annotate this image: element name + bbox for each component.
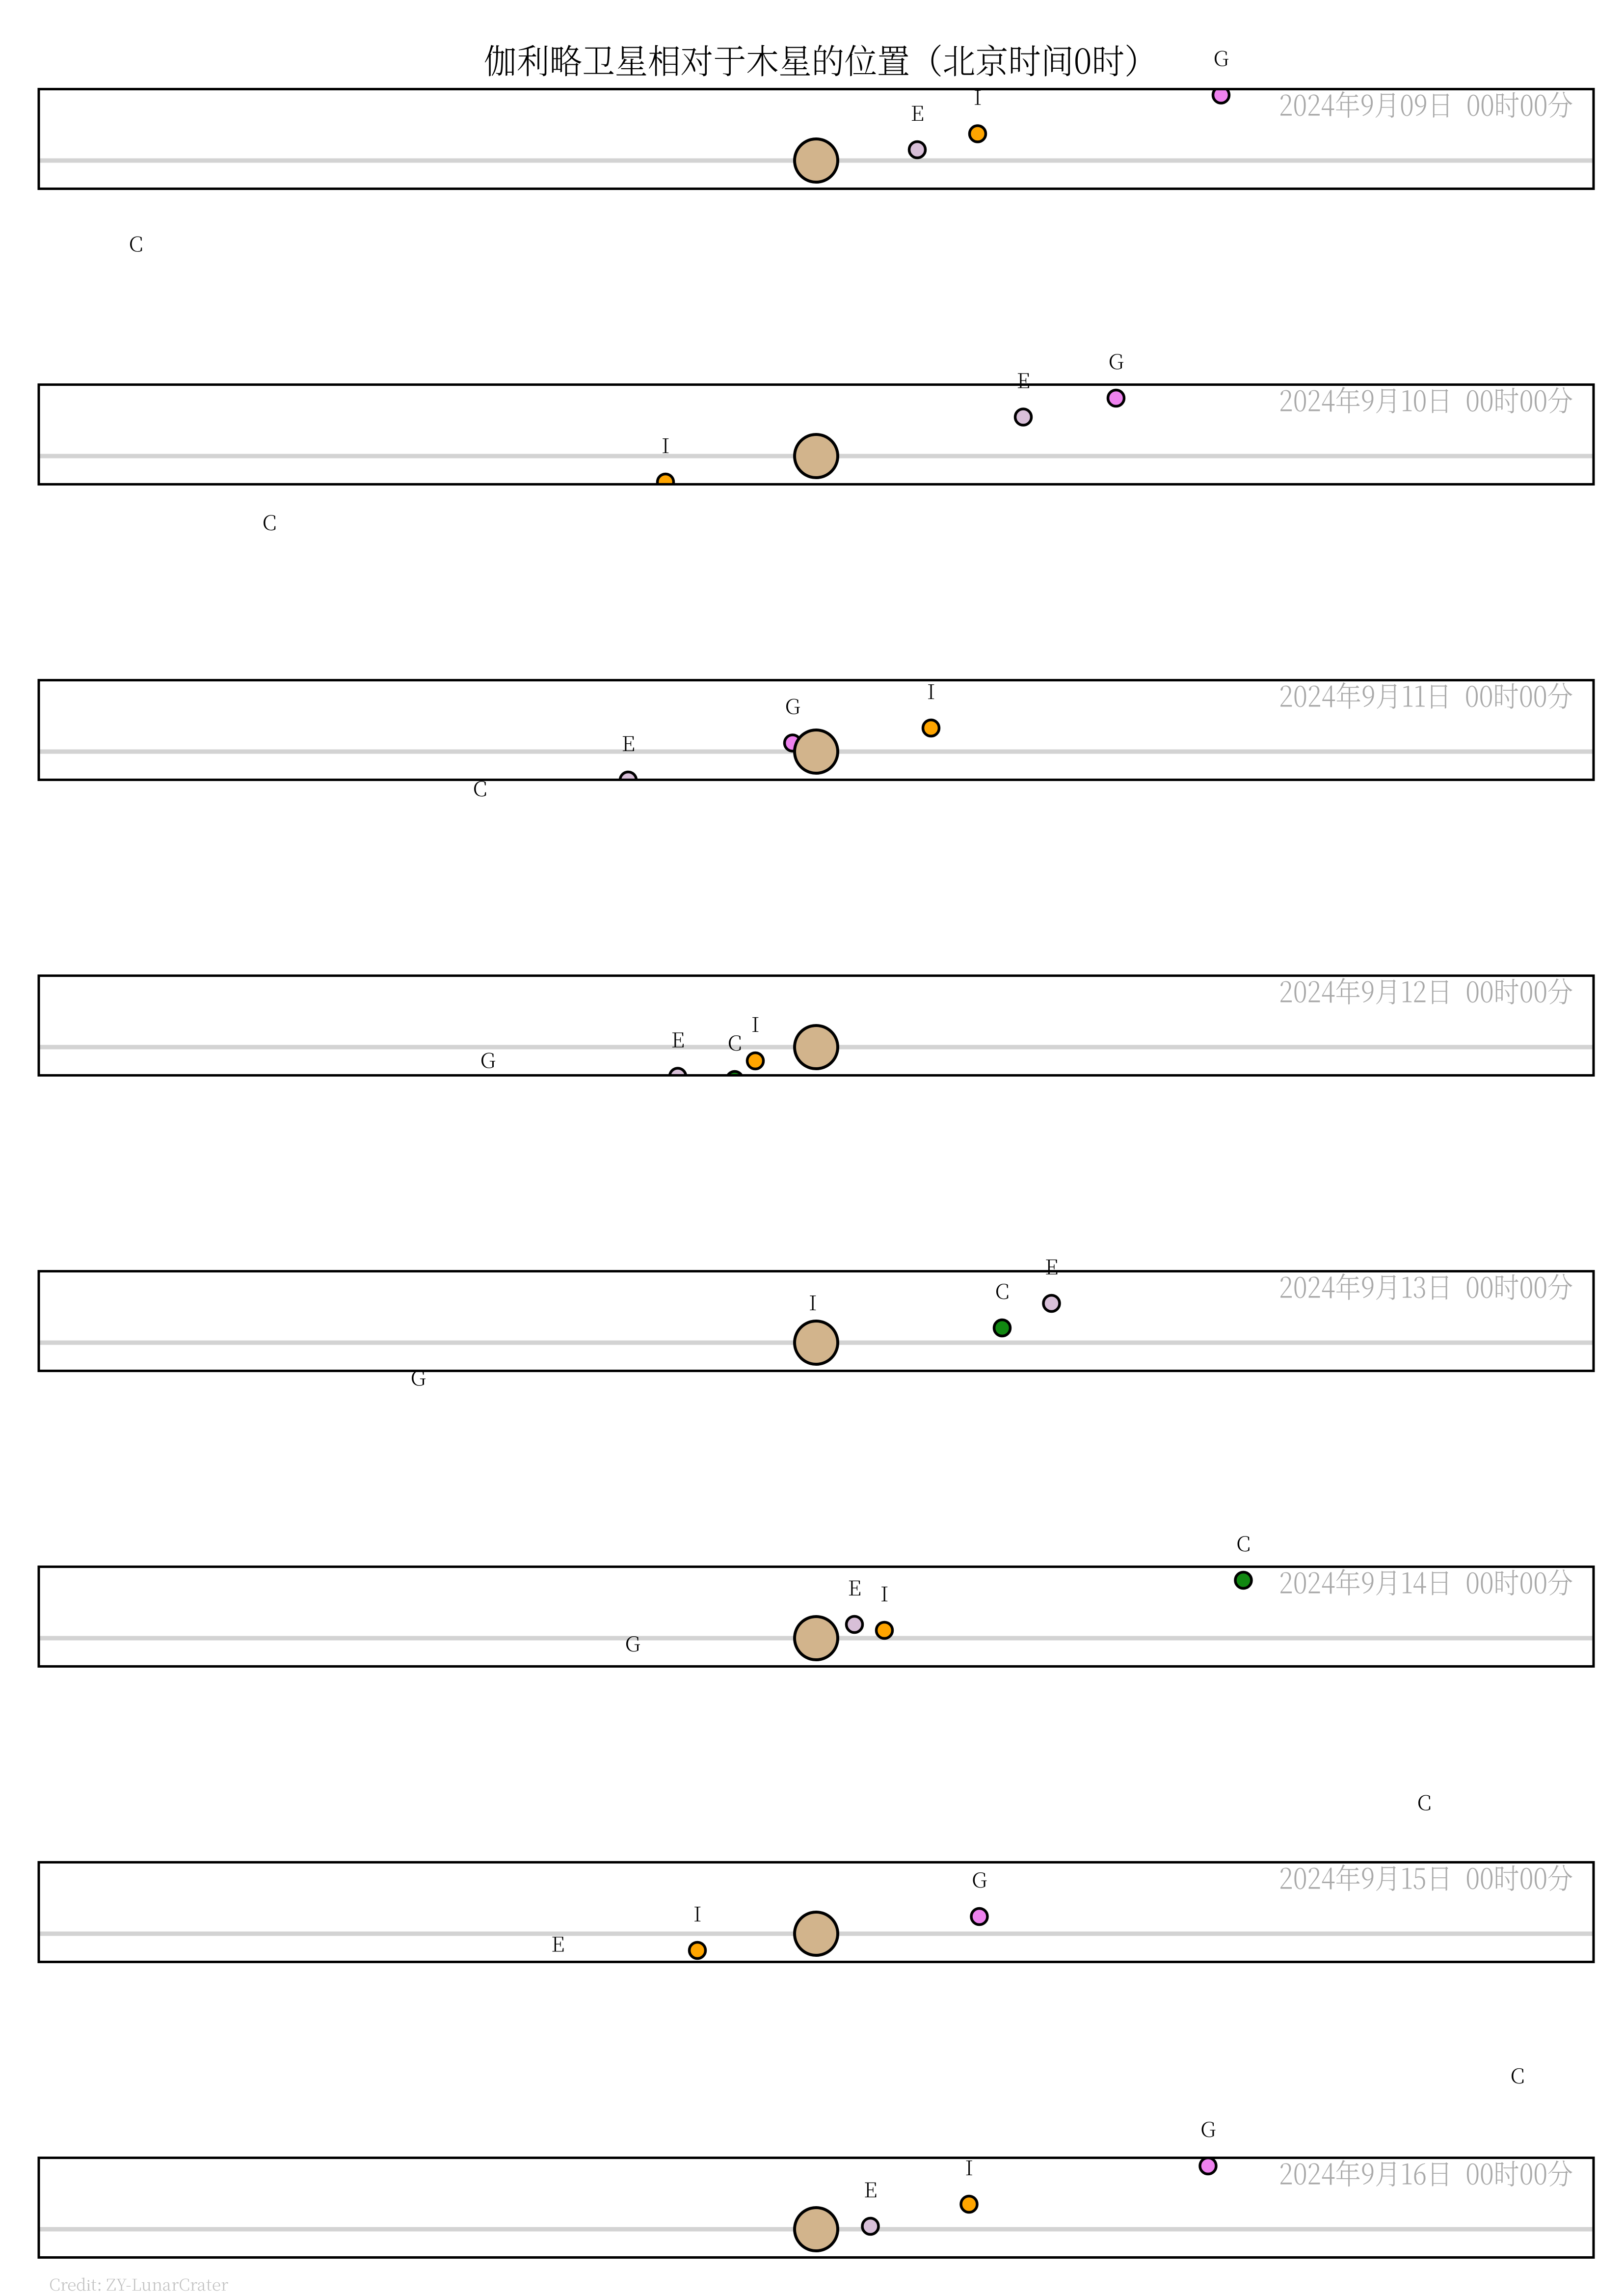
svg-text:G: G bbox=[480, 1045, 496, 1075]
svg-text:2024年9月14日 00时00分: 2024年9月14日 00时00分 bbox=[1279, 1561, 1573, 1602]
svg-text:2024年9月09日 00时00分: 2024年9月09日 00时00分 bbox=[1279, 83, 1573, 124]
svg-text:I: I bbox=[880, 1578, 889, 1608]
svg-text:E: E bbox=[848, 1572, 861, 1602]
svg-text:G: G bbox=[972, 1864, 987, 1894]
svg-text:E: E bbox=[910, 98, 924, 127]
svg-text:Credit: ZY-LunarCrater: Credit: ZY-LunarCrater bbox=[49, 2272, 228, 2296]
svg-text:I: I bbox=[809, 1287, 817, 1317]
svg-text:G: G bbox=[411, 1363, 426, 1392]
svg-text:2024年9月11日 00时00分: 2024年9月11日 00时00分 bbox=[1279, 674, 1573, 715]
svg-text:E: E bbox=[1016, 365, 1030, 395]
svg-text:C: C bbox=[995, 1276, 1010, 1305]
svg-text:E: E bbox=[1045, 1251, 1058, 1281]
svg-text:C: C bbox=[728, 1027, 742, 1057]
svg-text:2024年9月16日 00时00分: 2024年9月16日 00时00分 bbox=[1279, 2152, 1573, 2193]
svg-text:I: I bbox=[974, 82, 982, 111]
svg-text:E: E bbox=[671, 1025, 684, 1054]
svg-text:C: C bbox=[1236, 1528, 1251, 1558]
svg-text:C: C bbox=[129, 229, 143, 258]
svg-text:伽利略卫星相对于木星的位置（北京时间0时）: 伽利略卫星相对于木星的位置（北京时间0时） bbox=[484, 34, 1157, 84]
svg-text:I: I bbox=[751, 1009, 760, 1038]
svg-text:E: E bbox=[621, 728, 635, 757]
svg-text:E: E bbox=[551, 1929, 564, 1958]
svg-text:2024年9月12日 00时00分: 2024年9月12日 00时00分 bbox=[1279, 970, 1573, 1011]
svg-text:I: I bbox=[927, 676, 935, 705]
svg-text:G: G bbox=[1109, 346, 1124, 376]
svg-text:I: I bbox=[662, 430, 670, 459]
svg-text:2024年9月13日 00时00分: 2024年9月13日 00时00分 bbox=[1279, 1265, 1573, 1306]
svg-text:C: C bbox=[1417, 1787, 1432, 1817]
svg-text:C: C bbox=[1511, 2060, 1525, 2090]
svg-text:C: C bbox=[263, 507, 277, 537]
svg-text:G: G bbox=[1200, 2114, 1216, 2143]
svg-text:2024年9月15日 00时00分: 2024年9月15日 00时00分 bbox=[1279, 1856, 1573, 1897]
svg-text:E: E bbox=[864, 2174, 877, 2204]
svg-text:I: I bbox=[693, 1898, 702, 1928]
svg-text:2024年9月10日 00时00分: 2024年9月10日 00时00分 bbox=[1279, 378, 1573, 420]
svg-text:C: C bbox=[473, 773, 487, 803]
svg-text:G: G bbox=[1214, 43, 1229, 73]
svg-text:I: I bbox=[965, 2152, 973, 2182]
svg-text:G: G bbox=[625, 1628, 640, 1658]
svg-text:G: G bbox=[785, 691, 800, 721]
